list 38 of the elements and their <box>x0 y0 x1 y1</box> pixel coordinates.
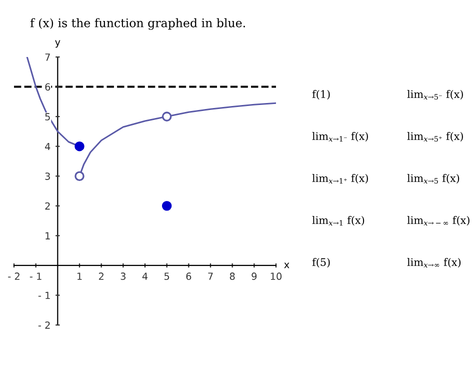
x-tick-label: 10 <box>270 272 282 280</box>
x-tick-label: 3 <box>120 272 126 280</box>
point <box>162 112 172 122</box>
x-tick-label: 8 <box>230 272 235 280</box>
y-tick-label: 5 <box>45 113 50 120</box>
point <box>74 141 84 152</box>
y-axis-title: y <box>55 40 60 48</box>
point <box>162 201 172 211</box>
text: lim$_{x→−∞}$ f(x) <box>407 216 470 226</box>
text: f(5) <box>312 258 330 268</box>
x-tick-label: - 2 <box>8 272 20 280</box>
x-tick-label: 4 <box>142 272 148 280</box>
text: f(1) <box>312 90 330 100</box>
y-tick-label: - 2 <box>38 321 50 329</box>
x-tick-label: 5 <box>164 272 170 280</box>
chart-title: f (x) is the function graphed in blue. <box>30 18 245 30</box>
x-axis-title: x <box>284 262 290 268</box>
y-tick-label: 7 <box>45 54 50 61</box>
y-tick-label: 3 <box>45 172 50 180</box>
text: lim$_{x→1⁺}$ f(x) <box>312 174 368 184</box>
point <box>74 171 84 181</box>
text: lim$_{x→∞}$ f(x) <box>407 258 461 268</box>
x-tick-label: 2 <box>98 272 104 280</box>
text: lim$_{x→1⁻}$ f(x) <box>312 132 368 142</box>
x-tick-label: 1 <box>77 272 82 280</box>
x-tick-label: 7 <box>208 272 213 280</box>
y-tick-label: 2 <box>45 202 50 210</box>
text: lim$_{x→5}$ f(x) <box>407 174 460 184</box>
y-tick-label: - 1 <box>38 292 50 299</box>
text: lim$_{x→5⁺}$ f(x) <box>407 132 463 142</box>
x-tick-label: 9 <box>252 272 257 280</box>
text: lim$_{x→5⁻}$ f(x) <box>407 90 463 100</box>
y-tick-label: 4 <box>45 142 50 150</box>
x-tick-label: 6 <box>186 272 192 280</box>
y-tick-label: 1 <box>46 232 50 240</box>
text: lim$_{x→1}$ f(x) <box>312 216 364 226</box>
x-tick-label: - 1 <box>30 272 42 280</box>
y-tick-label: 6 <box>45 83 50 91</box>
